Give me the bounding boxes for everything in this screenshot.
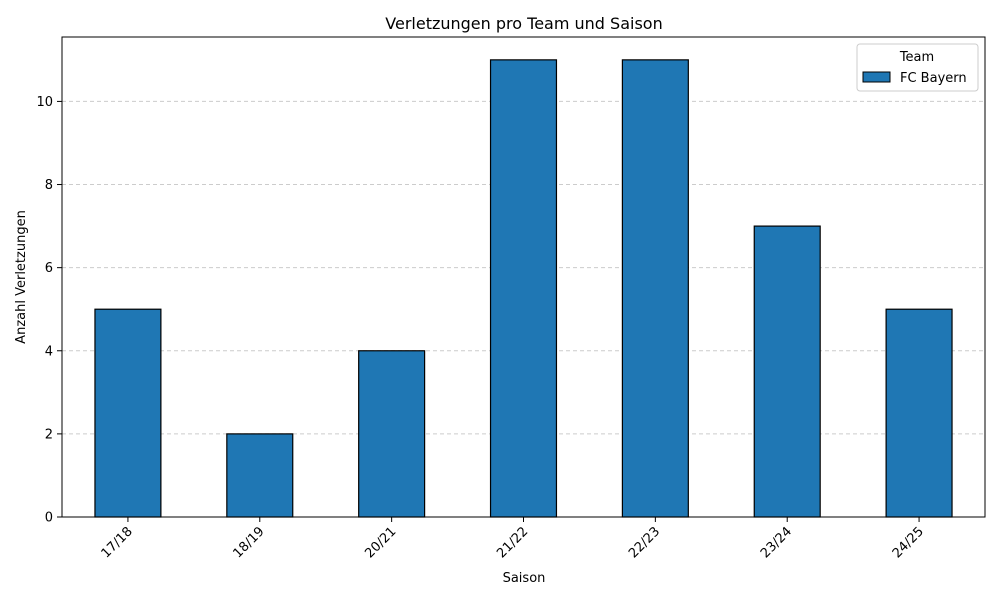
x-tick-label: 23/24 <box>758 524 795 561</box>
x-tick-label: 22/23 <box>626 524 663 561</box>
legend-title: Team <box>899 50 934 65</box>
bar <box>489 59 558 518</box>
legend-swatch <box>862 71 891 83</box>
y-tick-label: 2 <box>45 427 53 442</box>
bar <box>885 308 953 518</box>
x-tick-label: 21/22 <box>494 524 531 561</box>
bar <box>94 308 162 518</box>
y-axis-label: Anzahl Verletzungen <box>14 210 29 344</box>
y-tick-label: 0 <box>45 511 53 526</box>
bar <box>226 433 294 518</box>
y-tick-label: 8 <box>45 178 53 193</box>
y-tick-label: 4 <box>45 344 53 359</box>
x-axis-ticks: 17/18 18/19 20/21 21/22 22/23 23/24 24/25 <box>99 517 927 561</box>
bar <box>753 225 821 518</box>
y-tick-label: 10 <box>36 95 53 110</box>
legend: Team FC Bayern <box>856 43 979 92</box>
y-tick-label: 6 <box>45 261 53 276</box>
x-tick-label: 20/21 <box>362 524 399 561</box>
bar <box>358 350 426 518</box>
bar <box>621 59 689 518</box>
x-tick-label: 24/25 <box>890 524 927 561</box>
x-axis-label: Saison <box>503 571 546 586</box>
legend-entry: FC Bayern <box>900 71 967 86</box>
x-tick-label: 18/19 <box>231 524 268 561</box>
y-axis-ticks: 0 2 4 6 8 10 <box>36 95 62 526</box>
x-tick-label: 17/18 <box>99 524 136 561</box>
chart-title: Verletzungen pro Team und Saison <box>385 14 662 33</box>
bars <box>94 59 953 518</box>
